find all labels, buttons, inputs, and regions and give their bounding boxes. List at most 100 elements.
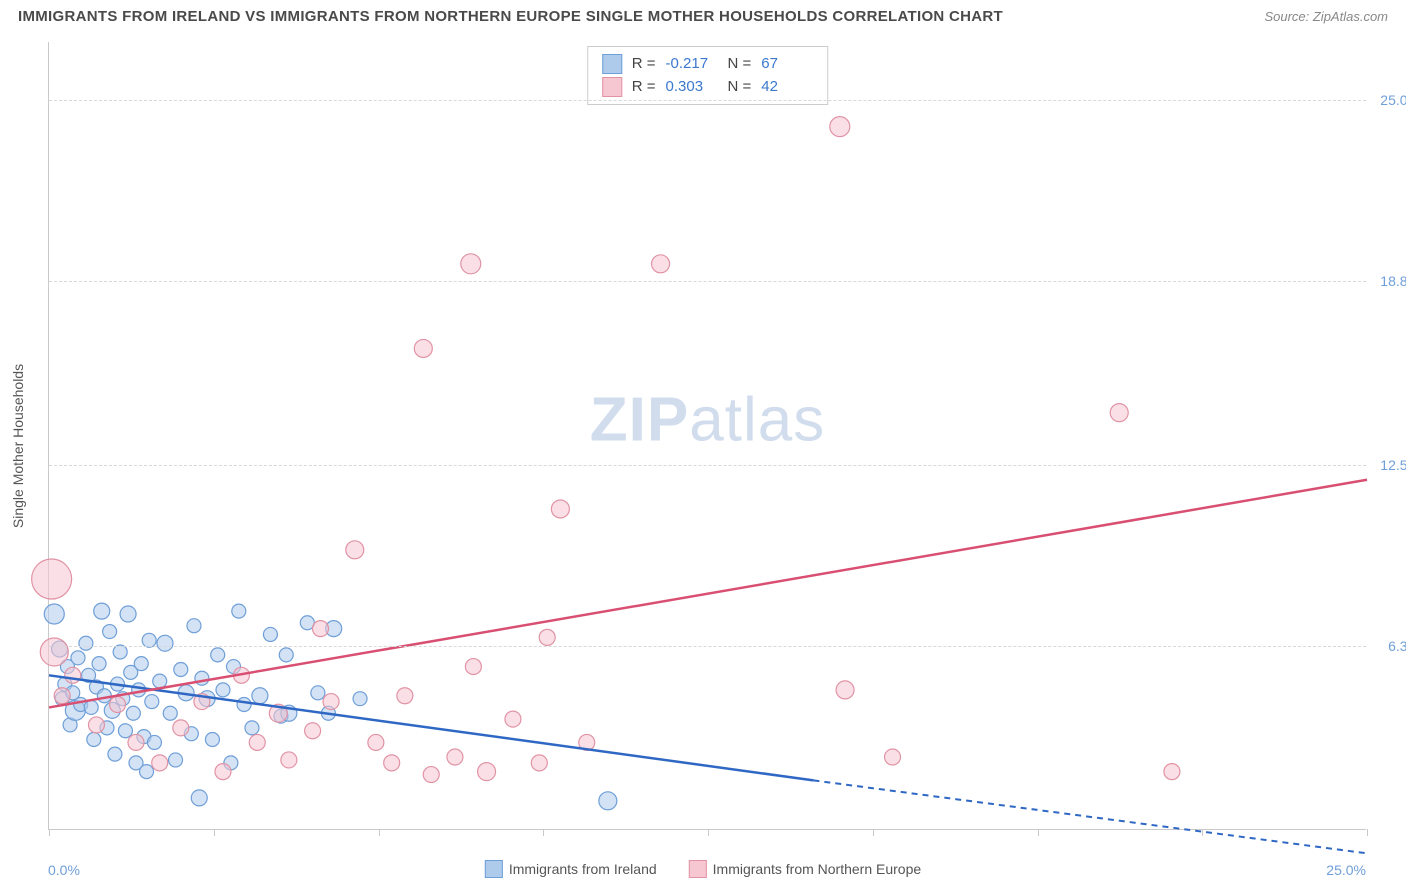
data-point — [71, 651, 85, 665]
x-tick — [49, 829, 50, 836]
x-tick — [1367, 829, 1368, 836]
legend-label-ireland: Immigrants from Ireland — [509, 861, 657, 877]
data-point — [281, 752, 297, 768]
data-point — [191, 790, 207, 806]
data-point — [40, 638, 68, 666]
data-point — [169, 753, 183, 767]
data-point — [505, 711, 521, 727]
x-tick — [1202, 829, 1203, 836]
data-point — [414, 339, 432, 357]
data-point — [110, 697, 126, 713]
data-point — [232, 604, 246, 618]
data-point — [397, 688, 413, 704]
data-point — [120, 606, 136, 622]
data-point — [88, 717, 104, 733]
data-point — [311, 686, 325, 700]
data-point — [885, 749, 901, 765]
data-point — [305, 723, 321, 739]
data-point — [313, 621, 329, 637]
data-point — [145, 695, 159, 709]
data-point — [54, 688, 70, 704]
x-tick — [1038, 829, 1039, 836]
y-axis-title: Single Mother Households — [10, 364, 26, 528]
data-point — [461, 254, 481, 274]
data-point — [237, 698, 251, 712]
data-point — [551, 500, 569, 518]
data-point — [211, 648, 225, 662]
data-point — [836, 681, 854, 699]
data-point — [65, 667, 81, 683]
data-point — [423, 767, 439, 783]
data-point — [205, 733, 219, 747]
data-point — [126, 706, 140, 720]
r-value: -0.217 — [666, 53, 718, 76]
scatter-svg — [49, 42, 1366, 829]
series-legend: Immigrants from Ireland Immigrants from … — [485, 860, 921, 878]
legend-label-neurope: Immigrants from Northern Europe — [713, 861, 922, 877]
r-label: R = — [632, 76, 656, 99]
source-attribution: Source: ZipAtlas.com — [1264, 9, 1388, 24]
data-point — [531, 755, 547, 771]
data-point — [187, 619, 201, 633]
chart-header: IMMIGRANTS FROM IRELAND VS IMMIGRANTS FR… — [0, 0, 1406, 31]
data-point — [84, 700, 98, 714]
data-point — [94, 603, 110, 619]
data-point — [323, 694, 339, 710]
correlation-legend-row: R = -0.217 N = 67 — [602, 53, 814, 76]
legend-item-neurope: Immigrants from Northern Europe — [689, 860, 922, 878]
x-axis-max-label: 25.0% — [1326, 862, 1366, 878]
data-point — [539, 629, 555, 645]
data-point — [279, 648, 293, 662]
data-point — [153, 674, 167, 688]
n-value: 42 — [761, 76, 813, 99]
data-point — [118, 724, 132, 738]
data-point — [1110, 404, 1128, 422]
data-point — [384, 755, 400, 771]
data-point — [465, 659, 481, 675]
data-point — [652, 255, 670, 273]
gridline — [49, 100, 1366, 101]
data-point — [346, 541, 364, 559]
x-tick — [708, 829, 709, 836]
gridline — [49, 646, 1366, 647]
y-tick-label: 18.8% — [1380, 273, 1406, 289]
legend-swatch-neurope — [689, 860, 707, 878]
data-point — [263, 627, 277, 641]
data-point — [368, 734, 384, 750]
legend-swatch-ireland — [485, 860, 503, 878]
data-point — [1164, 764, 1180, 780]
n-value: 67 — [761, 53, 813, 76]
x-tick — [873, 829, 874, 836]
legend-swatch-icon — [602, 54, 622, 74]
correlation-legend: R =-0.217N =67R =0.303N =42 — [587, 46, 829, 105]
data-point — [245, 721, 259, 735]
n-label: N = — [728, 53, 752, 76]
data-point — [216, 683, 230, 697]
data-point — [147, 735, 161, 749]
y-tick-label: 6.3% — [1388, 638, 1406, 654]
x-tick — [214, 829, 215, 836]
data-point — [163, 706, 177, 720]
y-tick-label: 25.0% — [1380, 92, 1406, 108]
x-axis-min-label: 0.0% — [48, 862, 80, 878]
trend-line — [49, 480, 1367, 708]
data-point — [108, 747, 122, 761]
legend-swatch-icon — [602, 77, 622, 97]
data-point — [215, 764, 231, 780]
data-point — [249, 734, 265, 750]
data-point — [128, 734, 144, 750]
data-point — [79, 636, 93, 650]
data-point — [478, 763, 496, 781]
data-point — [830, 117, 850, 137]
data-point — [174, 662, 188, 676]
data-point — [92, 657, 106, 671]
data-point — [173, 720, 189, 736]
data-point — [599, 792, 617, 810]
y-tick-label: 12.5% — [1380, 457, 1406, 473]
r-label: R = — [632, 53, 656, 76]
data-point — [252, 688, 268, 704]
data-point — [32, 559, 72, 599]
data-point — [152, 755, 168, 771]
data-point — [195, 671, 209, 685]
data-point — [44, 604, 64, 624]
